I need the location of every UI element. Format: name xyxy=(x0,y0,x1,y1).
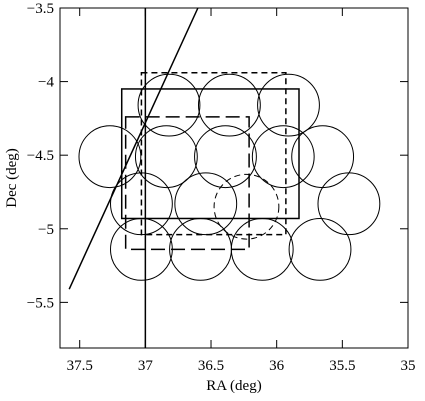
x-tick-label: 35.5 xyxy=(329,358,355,374)
x-tick-label: 36.5 xyxy=(198,358,224,374)
x-tick-label: 35 xyxy=(401,358,416,374)
field-circle xyxy=(213,173,280,240)
field-circle xyxy=(194,125,257,189)
field-circle xyxy=(288,217,352,281)
field-circle xyxy=(78,125,142,189)
y-tick-label: −3.5 xyxy=(27,1,54,17)
field-circle xyxy=(257,73,320,137)
y-axis-label: Dec (deg) xyxy=(4,148,20,208)
y-tick-label: −5 xyxy=(38,222,54,238)
field-circle xyxy=(174,172,238,236)
field-circle xyxy=(197,73,261,137)
boundary-line xyxy=(68,7,199,290)
region-rect xyxy=(120,88,300,220)
x-tick-label: 36 xyxy=(269,358,285,374)
x-axis-label: RA (deg) xyxy=(206,378,261,394)
field-circle xyxy=(317,172,381,236)
field-circle xyxy=(134,125,198,189)
region-rect xyxy=(124,116,250,251)
y-tick-label: −4 xyxy=(38,75,54,91)
x-tick-label: 37.5 xyxy=(67,358,93,374)
y-tick-label: −5.5 xyxy=(27,295,54,311)
plot-frame xyxy=(59,7,409,349)
field-circle xyxy=(137,73,201,137)
field-circle xyxy=(251,125,315,189)
x-tick-label: 37 xyxy=(138,358,154,374)
field-circle xyxy=(291,125,355,189)
y-tick-label: −4.5 xyxy=(27,148,54,164)
region-rect xyxy=(140,72,287,236)
